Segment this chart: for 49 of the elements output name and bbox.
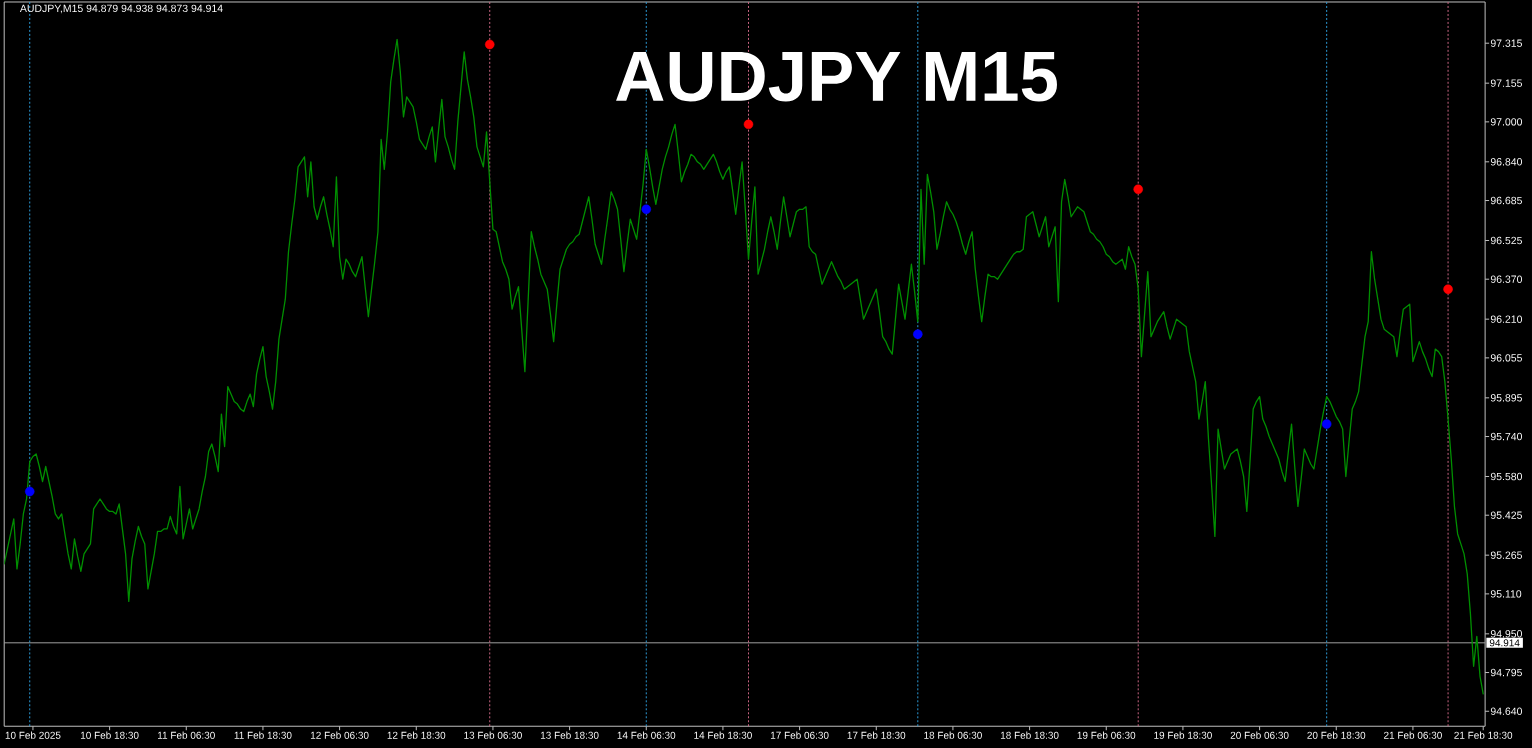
x-tick-label: 20 Feb 06:30 <box>1230 731 1289 739</box>
x-tick-label: 13 Feb 18:30 <box>540 731 599 739</box>
x-tick-label: 17 Feb 18:30 <box>847 731 906 739</box>
y-tick-label: 95.740 <box>1490 432 1523 441</box>
y-tick-label: 97.155 <box>1490 79 1522 87</box>
y-tick-label: 96.840 <box>1490 158 1523 166</box>
x-tick-label: 14 Feb 06:30 <box>617 731 676 739</box>
x-tick-label: 11 Feb 06:30 <box>158 731 215 739</box>
x-tick-label: 10 Feb 18:30 <box>80 731 139 739</box>
x-tick-label: 17 Feb 06:30 <box>770 731 829 739</box>
y-tick-label: 95.425 <box>1490 511 1522 519</box>
x-tick-label: 11 Feb 18:30 <box>234 731 292 739</box>
x-tick-label: 19 Feb 06:30 <box>1077 731 1136 739</box>
point <box>743 119 754 130</box>
x-tick-label: 18 Feb 18:30 <box>1000 731 1059 739</box>
x-tick-label: 21 Feb 06:30 <box>1384 731 1442 739</box>
y-tick-label: 96.685 <box>1490 196 1522 205</box>
point <box>913 329 923 339</box>
y-tick-label: 94.795 <box>1490 668 1522 677</box>
y-tick-label: 94.950 <box>1490 630 1523 638</box>
point <box>1443 284 1453 294</box>
text: AUDJPY M15 <box>616 52 1057 102</box>
y-tick-label: 95.265 <box>1490 551 1522 559</box>
x-tick-label: 12 Feb 06:30 <box>310 731 369 739</box>
y-tick-label: 96.210 <box>1490 315 1523 323</box>
x-tick-label: 10 Feb 2025 <box>5 731 61 739</box>
x-tick-label: 19 Feb 18:30 <box>1154 731 1212 739</box>
y-tick-label: 97.315 <box>1490 39 1522 47</box>
y-tick-label: 94.640 <box>1490 707 1523 715</box>
annotation: AUDJPY,M15 94.879 94.938 94.873 94.914 <box>19 4 223 14</box>
x-tick-label: 12 Feb 18:30 <box>387 731 446 739</box>
y-tick-label: 95.580 <box>1490 472 1523 481</box>
point <box>484 39 495 50</box>
point <box>24 486 35 497</box>
y-tick-label: 96.525 <box>1490 236 1522 245</box>
y-tick-label: 97.000 <box>1490 118 1523 126</box>
x-tick-label: 20 Feb 18:30 <box>1307 731 1366 739</box>
x-tick-label: 21 Feb 18:30 <box>1454 731 1513 739</box>
y-tick-label: 96.055 <box>1490 354 1522 362</box>
y-tick-label: 95.895 <box>1490 394 1522 402</box>
point <box>1133 184 1143 194</box>
x-tick-label: 18 Feb 06:30 <box>924 731 982 739</box>
x-tick-label: 13 Feb 06:30 <box>464 731 522 739</box>
point <box>641 204 652 214</box>
ref-line-label: 94.914 <box>1489 639 1520 647</box>
y-tick-label: 95.110 <box>1490 590 1522 598</box>
point <box>1321 419 1332 429</box>
x-tick-label: 14 Feb 18:30 <box>694 731 752 739</box>
y-tick-label: 96.370 <box>1490 275 1523 283</box>
